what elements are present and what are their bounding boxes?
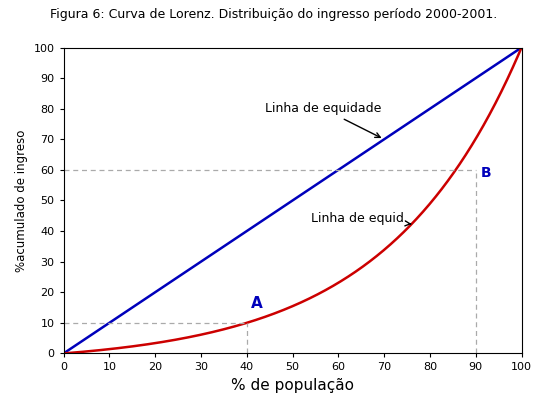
X-axis label: % de população: % de população	[231, 378, 354, 393]
Y-axis label: %acumulado de ingreso: %acumulado de ingreso	[15, 129, 28, 272]
Text: B: B	[480, 166, 491, 180]
Text: Figura 6: Curva de Lorenz. Distribuição do ingresso período 2000-2001.: Figura 6: Curva de Lorenz. Distribuição …	[50, 8, 497, 21]
Text: Linha de equid.: Linha de equid.	[311, 212, 411, 226]
Text: A: A	[251, 296, 263, 310]
Text: Linha de equidade: Linha de equidade	[265, 102, 381, 137]
